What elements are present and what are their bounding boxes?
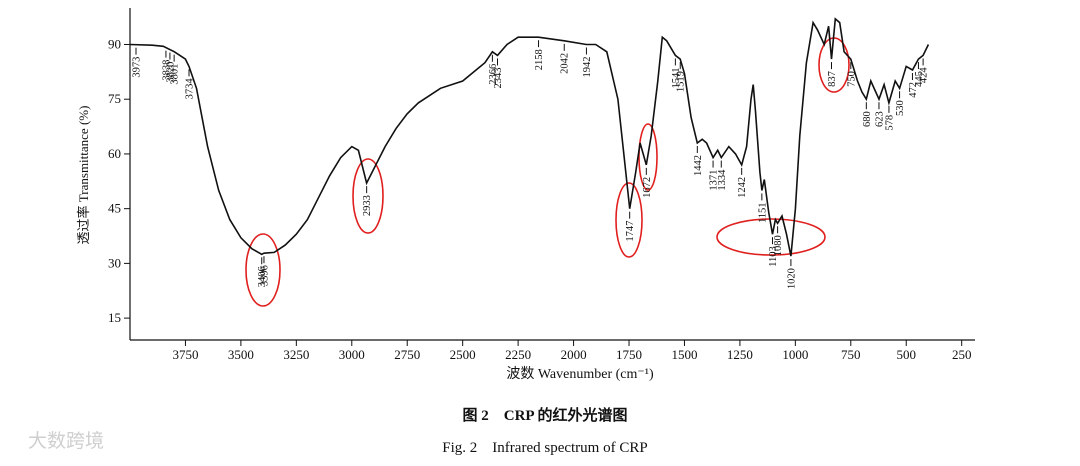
highlight-ellipse xyxy=(716,218,826,256)
peak-label: 1334 xyxy=(717,169,728,191)
peak-label: 680 xyxy=(862,111,873,127)
peak-label: 3801 xyxy=(170,64,181,85)
peak-label: 3838 xyxy=(161,60,172,81)
x-tick-label: 3500 xyxy=(228,347,254,362)
y-tick-label: 60 xyxy=(108,146,121,161)
peak-label: 1519 xyxy=(676,71,687,92)
peak-label: 2366 xyxy=(488,64,499,85)
peak-label: 1151 xyxy=(757,202,768,223)
peak-label: 3406 xyxy=(257,266,268,287)
y-tick-label: 15 xyxy=(108,310,121,325)
peak-label: 424 xyxy=(919,67,930,84)
peak-label: 623 xyxy=(874,111,885,127)
peak-label: 445 xyxy=(914,71,925,87)
peak-label: 3973 xyxy=(131,57,142,78)
x-tick-label: 2500 xyxy=(450,347,476,362)
peak-label: 578 xyxy=(884,115,895,131)
peak-label: 1442 xyxy=(693,155,704,176)
peak-label: 2042 xyxy=(560,53,571,74)
x-tick-label: 2750 xyxy=(394,347,420,362)
x-tick-label: 2000 xyxy=(561,347,587,362)
y-axis-label: 透过率 Transmittance (%) xyxy=(76,106,91,245)
peak-label: 1103 xyxy=(768,246,779,267)
peak-label: 1080 xyxy=(773,235,784,256)
spectrum-line xyxy=(129,17,930,257)
x-tick-label: 2250 xyxy=(505,347,531,362)
peak-label: 3396 xyxy=(259,265,270,286)
highlight-ellipse xyxy=(615,182,643,258)
peak-label: 1371 xyxy=(709,170,720,191)
y-tick-label: 75 xyxy=(108,91,121,106)
y-tick-label: 30 xyxy=(108,255,121,270)
x-tick-label: 1250 xyxy=(727,347,753,362)
x-tick-label: 500 xyxy=(896,347,916,362)
peak-label: 1942 xyxy=(582,56,593,77)
x-tick-label: 3250 xyxy=(283,347,309,362)
y-tick-label: 45 xyxy=(108,201,121,216)
peak-label: 1020 xyxy=(786,268,797,289)
peak-label: 1242 xyxy=(737,177,748,198)
x-tick-label: 1000 xyxy=(782,347,808,362)
caption-en: Fig. 2 Infrared spectrum of CRP xyxy=(442,440,647,456)
highlight-ellipse xyxy=(352,158,384,234)
highlight-ellipse xyxy=(638,123,658,191)
peak-label: 837 xyxy=(827,71,838,87)
watermark: 大数跨境 xyxy=(28,430,104,452)
peak-label: 1672 xyxy=(642,177,653,198)
x-tick-label: 250 xyxy=(952,347,972,362)
peak-label: 1541 xyxy=(671,67,682,88)
x-tick-label: 1500 xyxy=(671,347,697,362)
peak-label: 530 xyxy=(895,100,906,116)
x-tick-label: 1750 xyxy=(616,347,642,362)
peak-label: 472 xyxy=(908,82,919,98)
highlights xyxy=(245,37,850,307)
caption-cn: 图 2 CRP 的红外光谱图 xyxy=(462,406,627,424)
peak-label: 2158 xyxy=(534,49,545,70)
peak-label: 2343 xyxy=(493,67,504,88)
peak-label: 2933 xyxy=(362,195,373,216)
peak-label: 3734 xyxy=(184,78,195,100)
peak-label: 3820 xyxy=(165,62,176,83)
x-tick-label: 750 xyxy=(841,347,861,362)
y-tick-label: 90 xyxy=(108,36,121,51)
x-axis-label: 波数 Wavenumber (cm⁻¹) xyxy=(506,366,654,382)
peak-label: 1747 xyxy=(625,221,636,242)
x-tick-label: 3750 xyxy=(172,347,198,362)
x-tick-label: 3000 xyxy=(339,347,365,362)
highlight-ellipse xyxy=(245,233,281,307)
peak-label: 750 xyxy=(846,71,857,87)
